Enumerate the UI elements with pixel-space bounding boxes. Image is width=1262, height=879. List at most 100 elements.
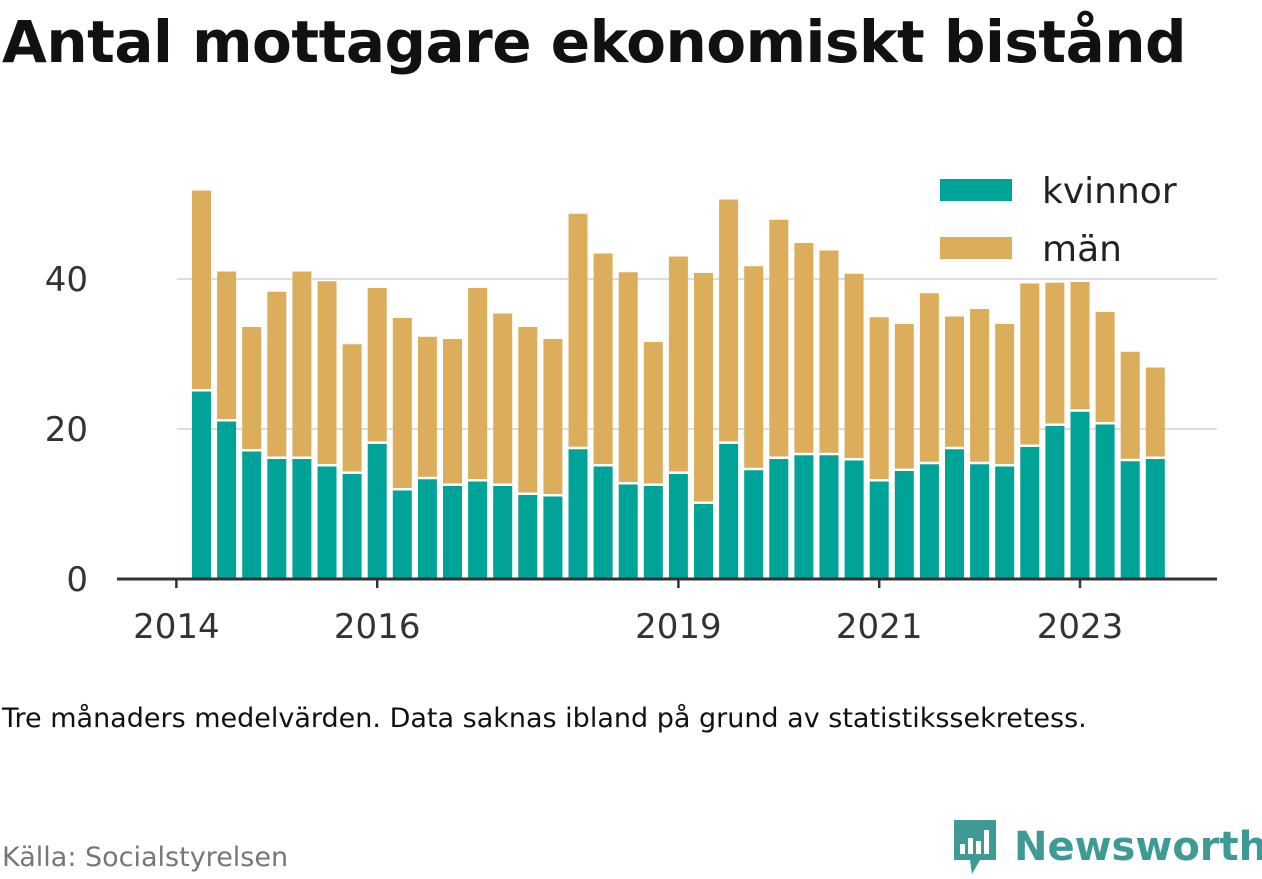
bar-kvinnor — [1045, 426, 1065, 579]
x-tick-label: 2019 — [635, 607, 722, 647]
bar-kvinnor — [1020, 447, 1040, 579]
bar-kvinnor — [970, 464, 990, 579]
bar-man — [443, 339, 462, 484]
bar-kvinnor — [618, 484, 638, 579]
bar-man — [392, 318, 412, 488]
bar-kvinnor — [367, 444, 387, 579]
bar-kvinnor — [894, 471, 914, 579]
newsworthy-logo-text: Newsworthy — [1014, 824, 1262, 870]
bar-man — [1120, 351, 1140, 459]
source-label: Källa: Socialstyrelsen — [2, 842, 289, 873]
bar-kvinnor — [242, 451, 262, 579]
bar-kvinnor — [995, 466, 1015, 579]
bar-kvinnor — [493, 486, 513, 579]
bar-kvinnor — [919, 464, 939, 579]
bar-man — [417, 336, 437, 477]
legend-label-man: män — [1042, 229, 1122, 270]
x-axis: 2014 2016 2019 2021 2023 — [117, 577, 1217, 647]
legend: kvinnor män — [940, 171, 1177, 270]
legend-swatch-kvinnor — [940, 179, 1012, 201]
bar-man — [292, 271, 312, 457]
bar-kvinnor — [317, 466, 337, 579]
bar-man — [568, 213, 588, 447]
y-tick-label: 0 — [66, 560, 88, 600]
bar-kvinnor — [945, 449, 964, 579]
bar-man — [493, 313, 513, 484]
bar-man — [643, 342, 663, 484]
bar-man — [694, 273, 713, 502]
legend-label-kvinnor: kvinnor — [1042, 171, 1177, 212]
bar-kvinnor — [869, 481, 889, 579]
x-tick-label: 2021 — [836, 607, 923, 647]
bar-kvinnor — [543, 496, 563, 579]
bar-man — [1145, 367, 1165, 457]
bar-kvinnor — [518, 495, 538, 579]
bar-man — [1020, 283, 1040, 445]
bar-man — [744, 266, 764, 468]
bar-kvinnor — [593, 466, 613, 579]
bar-kvinnor — [794, 455, 814, 579]
bar-kvinnor — [417, 479, 437, 579]
x-tick-label: 2014 — [133, 607, 220, 647]
bar-man — [995, 324, 1015, 464]
x-tick-label: 2016 — [334, 607, 421, 647]
bar-kvinnor — [694, 504, 713, 579]
bar-man — [1045, 282, 1065, 424]
x-tick-label: 2023 — [1037, 607, 1124, 647]
bar-man — [367, 288, 387, 442]
bar-man — [945, 316, 964, 447]
bar-kvinnor — [468, 481, 488, 579]
bar-man — [970, 309, 990, 462]
bar-man — [794, 243, 814, 453]
bar-kvinnor — [292, 459, 312, 579]
bars — [192, 190, 1165, 579]
bar-man — [668, 256, 688, 472]
y-tick-label: 40 — [45, 260, 88, 300]
bar-man — [192, 190, 211, 389]
bar-man — [543, 339, 563, 494]
bar-man — [719, 199, 739, 442]
bar-kvinnor — [192, 391, 211, 579]
bar-kvinnor — [1070, 411, 1090, 579]
bar-man — [217, 271, 237, 419]
bar-man — [819, 250, 839, 453]
bar-man — [317, 281, 337, 464]
legend-swatch-man — [940, 237, 1012, 259]
bar-man — [518, 327, 538, 493]
bar-man — [919, 293, 939, 462]
bar-man — [242, 327, 262, 449]
y-tick-label: 20 — [45, 410, 88, 450]
bar-man — [342, 344, 362, 472]
newsworthy-logo-icon — [954, 820, 996, 874]
bar-kvinnor — [342, 474, 362, 579]
bar-kvinnor — [744, 470, 764, 579]
bar-man — [267, 291, 287, 457]
bar-kvinnor — [844, 460, 864, 579]
bar-kvinnor — [668, 474, 688, 579]
bar-kvinnor — [1095, 424, 1115, 579]
bar-man — [468, 288, 488, 479]
bar-man — [869, 317, 889, 479]
chart-note: Tre månaders medelvärden. Data saknas ib… — [2, 703, 1087, 734]
chart-title: Antal mottagare ekonomiskt bistånd — [2, 8, 1187, 76]
bar-kvinnor — [769, 459, 789, 579]
bar-kvinnor — [643, 486, 663, 579]
stacked-bar-chart: 2014 2016 2019 2021 2023 0 20 40 kvinnor män — [45, 171, 1217, 647]
bar-man — [844, 273, 864, 458]
bar-kvinnor — [267, 459, 287, 579]
y-axis-labels: 0 20 40 — [45, 260, 88, 600]
bar-kvinnor — [392, 490, 412, 579]
bar-kvinnor — [719, 444, 739, 579]
bar-kvinnor — [568, 449, 588, 579]
bar-kvinnor — [819, 455, 839, 579]
bar-man — [618, 272, 638, 482]
bar-man — [1095, 312, 1115, 422]
bar-kvinnor — [1145, 459, 1165, 579]
bar-kvinnor — [443, 486, 462, 579]
bar-man — [593, 253, 613, 464]
bar-kvinnor — [217, 421, 237, 579]
bar-man — [769, 219, 789, 457]
bar-kvinnor — [1120, 461, 1140, 579]
newsworthy-logo: Newsworthy — [950, 818, 1262, 876]
bar-man — [894, 324, 914, 469]
